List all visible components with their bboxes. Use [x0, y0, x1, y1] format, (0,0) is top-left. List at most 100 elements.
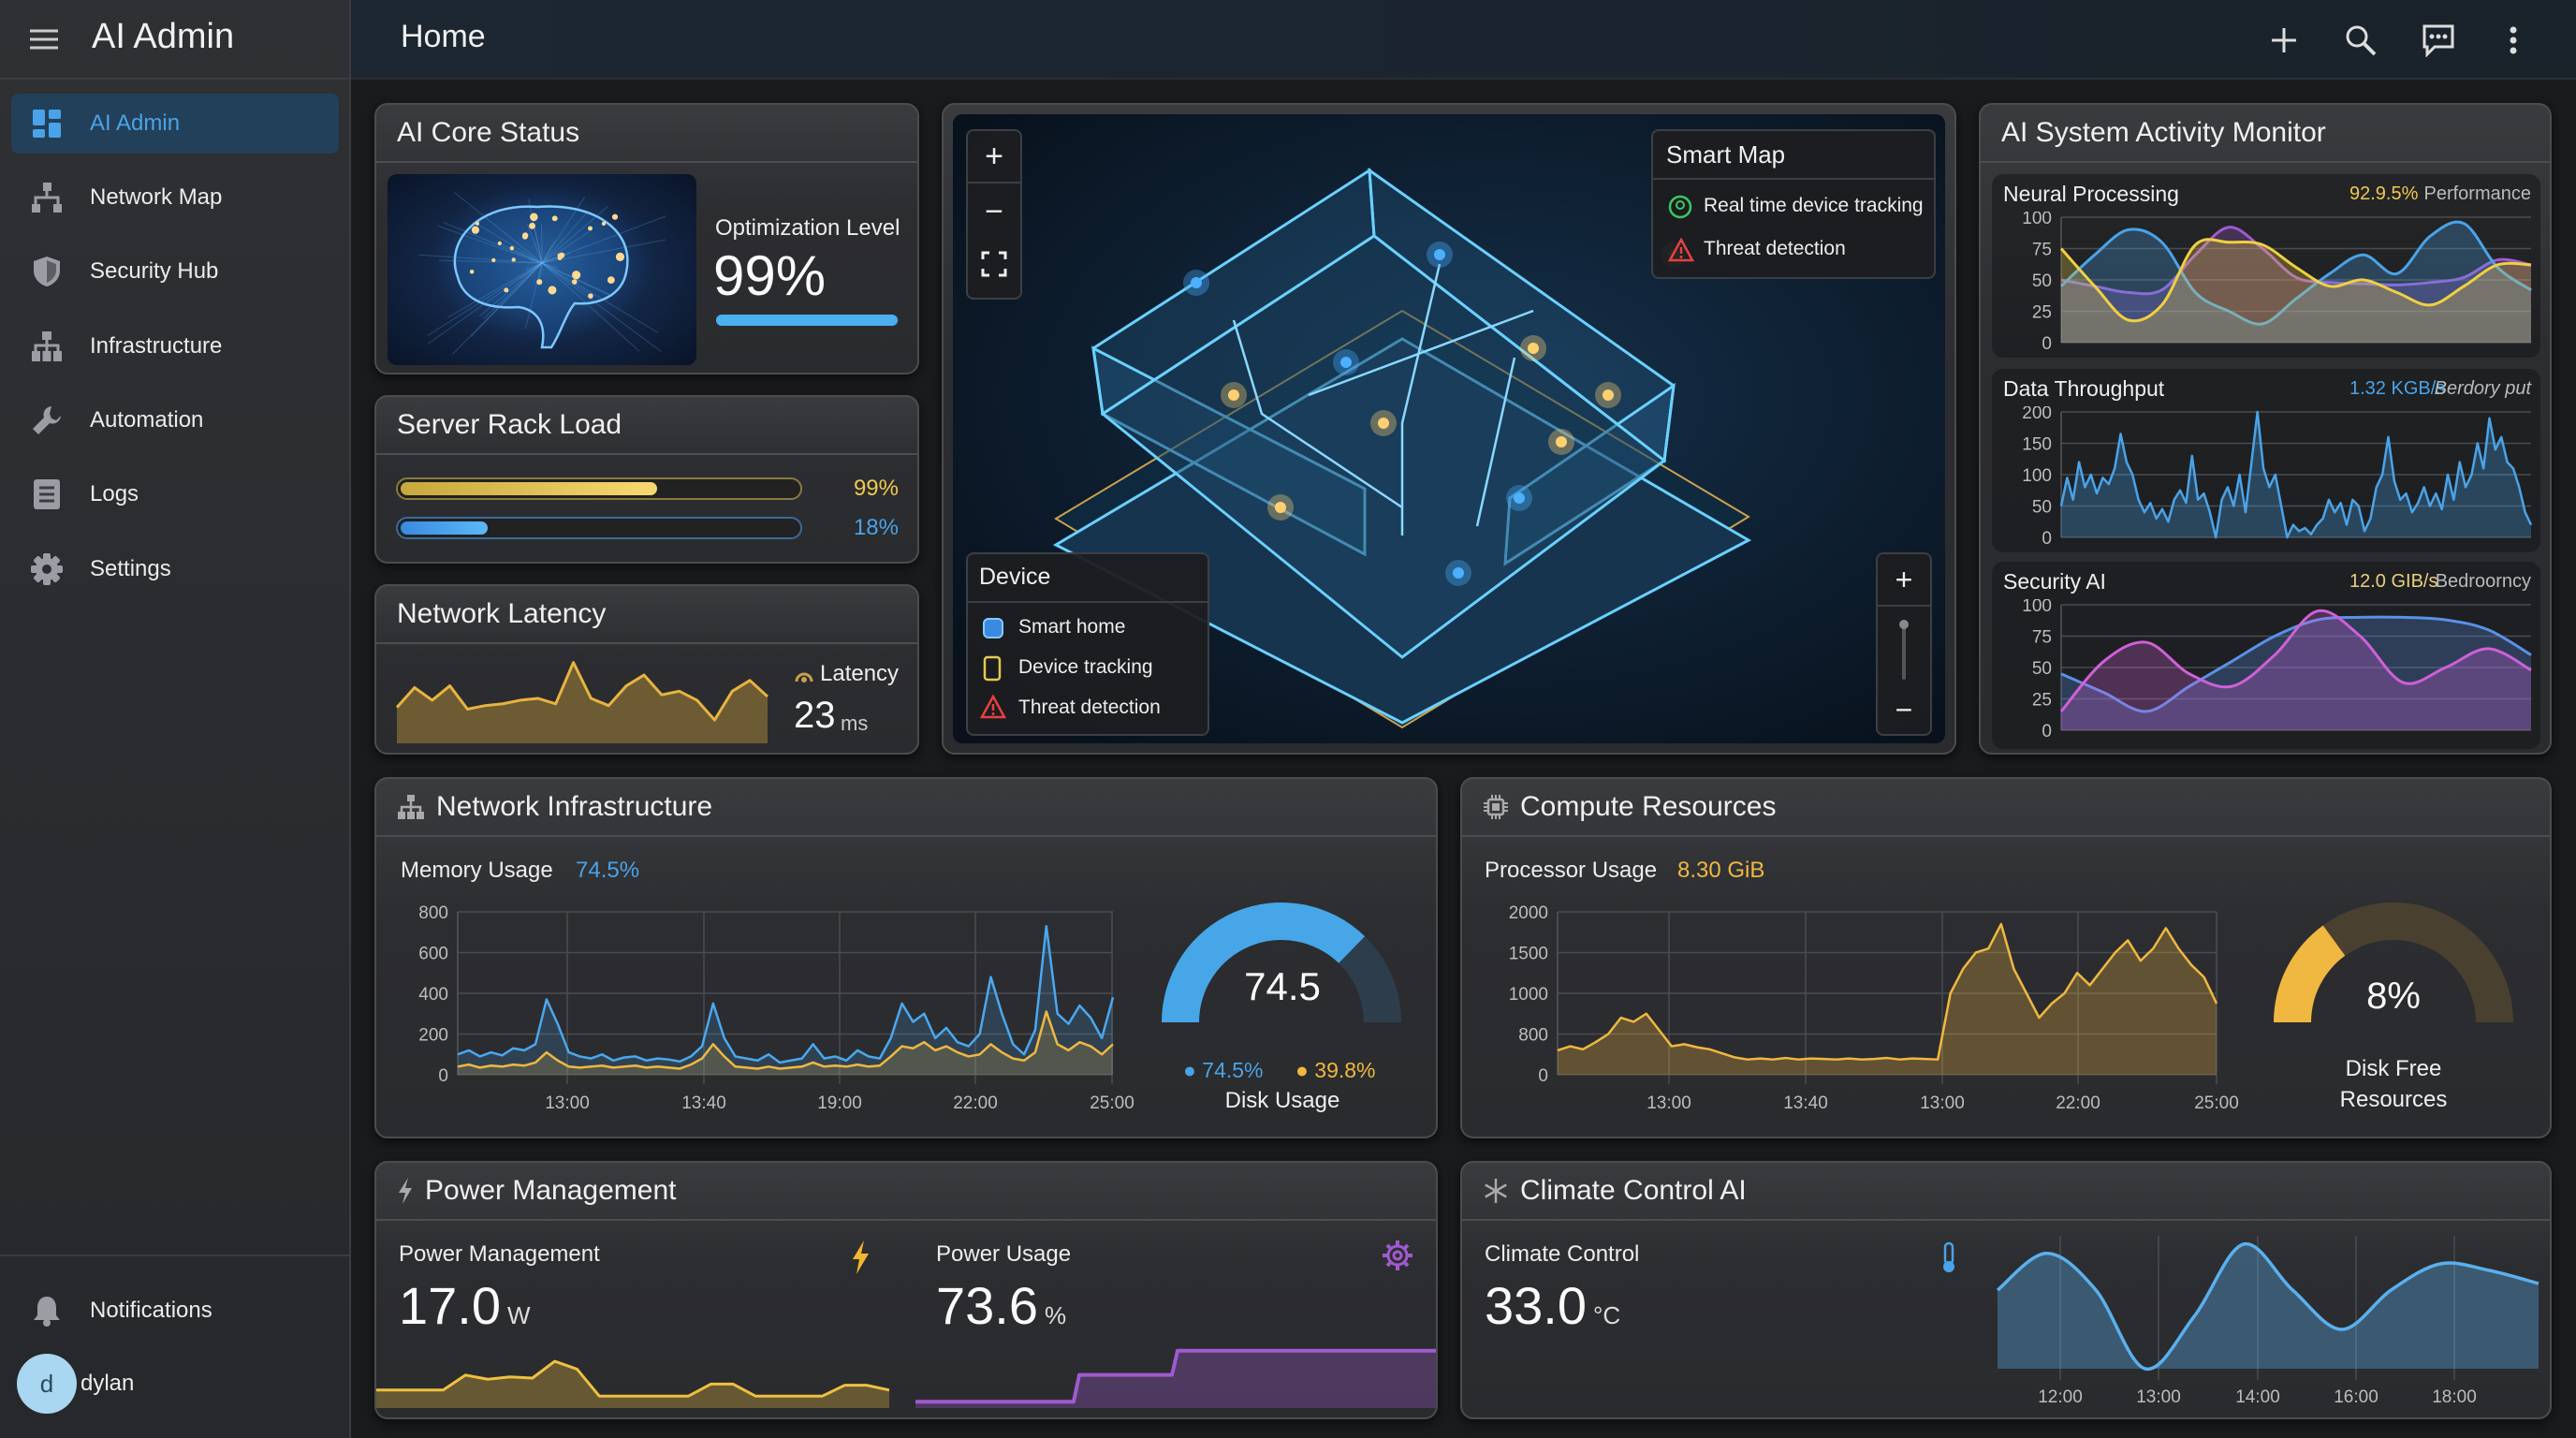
neural-link [534, 224, 543, 264]
x-tick-label: 16:00 [2334, 1387, 2378, 1406]
series-area [915, 1350, 1436, 1408]
optimization-progress [716, 315, 900, 326]
hamburger-menu-icon[interactable] [28, 26, 60, 57]
threat-warning-icon [1667, 237, 1695, 267]
panel-header: Compute Resources [1462, 779, 2550, 837]
dashboard-icon [28, 105, 66, 142]
rack-load-bar-2 [396, 517, 802, 539]
device-legend: Device Smart home Device tracking Threat… [966, 552, 1209, 736]
series-line [2059, 609, 2532, 712]
card-title: Data Throughput [2003, 376, 2165, 401]
y-tick-label: 0 [1538, 1066, 1548, 1086]
panel-title: Server Rack Load [397, 409, 622, 440]
y-tick-label: 0 [2042, 334, 2052, 352]
chat-icon[interactable] [2415, 17, 2462, 64]
climate-label: Climate Control [1485, 1241, 1640, 1267]
legend-value: 74.5% [1202, 1058, 1264, 1082]
neural-link [524, 262, 543, 271]
series-area [2061, 617, 2531, 730]
x-tick-label: 19:00 [817, 1093, 862, 1113]
power-usage-chart [915, 1348, 1436, 1408]
sidebar-item-label: Logs [90, 481, 139, 506]
series-area [2061, 222, 2531, 343]
server-rack-load-panel: Server Rack Load 99% 18% [374, 395, 919, 564]
y-tick-label: 100 [2022, 466, 2052, 486]
neural-node [504, 287, 509, 293]
map-zoom-in-button[interactable]: + [1878, 554, 1930, 607]
device-tracking-icon [983, 655, 1002, 686]
power-label: Power Management [399, 1241, 600, 1267]
map-zoom-in-button[interactable]: + [968, 131, 1020, 183]
series-area [458, 1011, 1113, 1075]
sidebar-item-settings[interactable]: Settings [11, 539, 339, 599]
y-tick-label: 1500 [1509, 945, 1548, 964]
sidebar-item-label: Network Map [90, 184, 223, 210]
disk-free-gauge [2274, 902, 2513, 1022]
neural-link [479, 262, 543, 317]
zoom-slider-track[interactable] [1899, 620, 1909, 680]
wrench-icon [28, 402, 66, 439]
sidebar-item-automation[interactable]: Automation [11, 390, 339, 450]
neural-node [607, 276, 615, 285]
sidebar-item-notifications[interactable]: Notifications [11, 1281, 339, 1341]
bell-icon [28, 1292, 66, 1329]
zoom-slider-thumb[interactable] [1899, 620, 1909, 629]
series-line [2060, 615, 2532, 713]
threat-warning-icon [979, 694, 1007, 724]
sidebar-item-infrastructure[interactable]: Infrastructure [11, 316, 339, 376]
neural-link [418, 254, 543, 264]
smart-home-icon [981, 616, 1005, 645]
more-vert-icon[interactable] [2490, 17, 2537, 64]
power-chart [376, 1359, 890, 1408]
neural-link [541, 206, 608, 264]
neural-processing-card: Neural Processing 92.9.5% Performance 0 2… [1992, 174, 2540, 358]
y-tick-label: 50 [2032, 498, 2052, 518]
sidebar-item-network-map[interactable]: Network Map [11, 168, 339, 227]
neural-chart: 0 25 50 75 100 [2022, 212, 2532, 352]
y-tick-label: 800 [418, 903, 448, 923]
map-zoom-out-button[interactable]: − [985, 193, 1003, 229]
series-line [915, 1348, 1436, 1404]
latency-icon [794, 667, 814, 690]
sidebar-item-ai-admin[interactable]: AI Admin [11, 94, 339, 154]
map-zoom-controls: + − [966, 129, 1022, 300]
neural-link [541, 231, 590, 264]
y-tick-label: 100 [2022, 599, 2052, 616]
neural-node [522, 233, 528, 240]
panel-title: Climate Control AI [1520, 1175, 1747, 1206]
power-usage-unit: % [1045, 1301, 1067, 1329]
series-area [2061, 610, 2531, 730]
neural-node [469, 270, 475, 274]
climate-value: 33.0 [1485, 1276, 1587, 1335]
series-line [1996, 1242, 2539, 1371]
latency-chart [395, 661, 769, 743]
y-tick-label: 25 [2032, 303, 2052, 323]
x-tick-label: 12:00 [2038, 1387, 2083, 1406]
fullscreen-icon[interactable] [981, 251, 1007, 282]
smart-map-title: Smart Map [1666, 140, 1786, 169]
neural-link [541, 210, 590, 264]
app-title: AI Admin [92, 17, 235, 56]
sidebar-item-security-hub[interactable]: Security Hub [11, 242, 339, 301]
panel-title: Power Management [425, 1175, 677, 1206]
panel-header: AI Core Status [376, 105, 917, 163]
series-area [458, 926, 1113, 1075]
map-zoom-out-button[interactable]: − [1895, 692, 1913, 726]
gauge-label: Resources [2339, 1087, 2448, 1112]
climate-chart: 12:00 13:00 14:00 16:00 18:00 [1996, 1236, 2539, 1406]
search-icon[interactable] [2337, 17, 2384, 64]
plus-icon[interactable] [2261, 17, 2307, 64]
neural-link [538, 262, 543, 281]
user-profile[interactable]: d dylan [11, 1354, 339, 1414]
sidebar-item-logs[interactable]: Logs [11, 464, 339, 524]
sidebar-item-label: Infrastructure [90, 333, 223, 359]
page-title: Home [401, 19, 486, 54]
rack-load-value-1: 99% [853, 476, 899, 501]
metric-label: Processor Usage [1485, 858, 1658, 883]
card-tag: Berdory put [2434, 378, 2531, 399]
activity-monitor-panel: AI System Activity Monitor Neural Proces… [1979, 103, 2552, 755]
neural-link [541, 262, 592, 297]
legend-item: Threat detection [1018, 697, 1161, 718]
neural-link [541, 262, 662, 352]
series-line [2060, 226, 2532, 296]
